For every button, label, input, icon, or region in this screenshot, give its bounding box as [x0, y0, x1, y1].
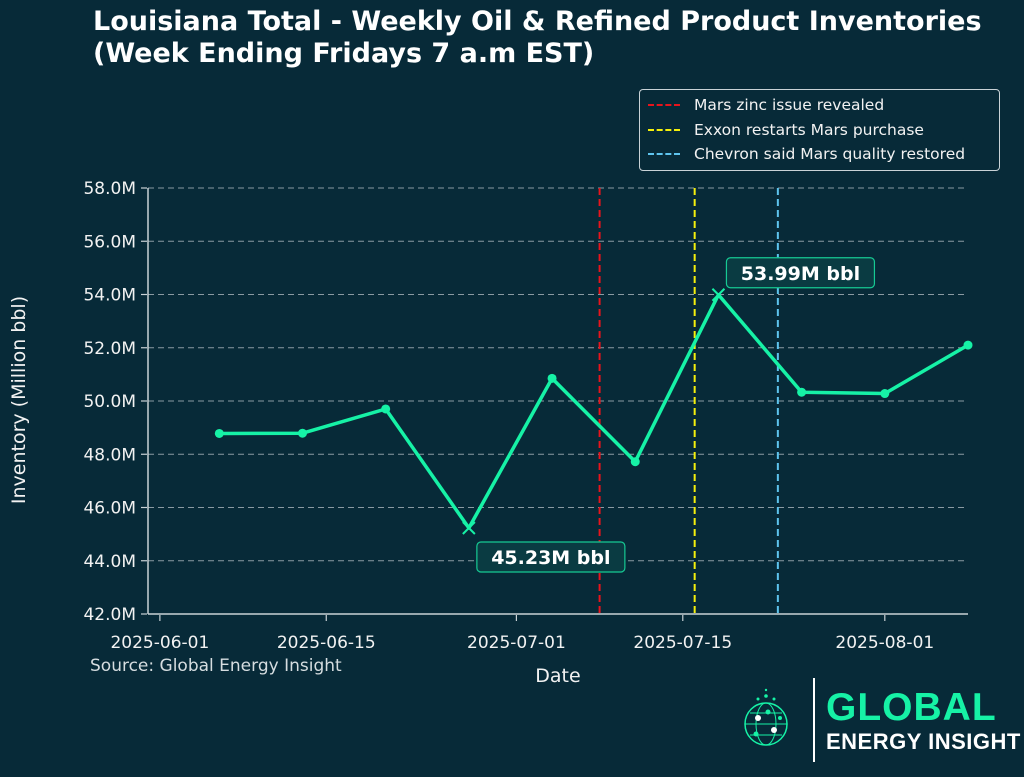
y-tick-label: 58.0M — [83, 179, 136, 199]
extreme-marker — [462, 521, 476, 535]
legend-label: Mars zinc issue revealed — [694, 96, 885, 115]
legend-swatch-blue — [648, 153, 680, 156]
y-tick-label: 48.0M — [83, 445, 136, 465]
legend-item: Mars zinc issue revealed — [648, 93, 999, 118]
y-tick-label: 44.0M — [83, 552, 136, 572]
series-line — [219, 293, 969, 530]
y-axis-label: Inventory (Million bbl) — [8, 296, 30, 504]
data-point — [963, 340, 973, 350]
y-tick-label: 50.0M — [83, 392, 136, 412]
annotation-label: 45.23M bbl — [491, 547, 610, 569]
data-point — [880, 389, 890, 399]
data-point — [381, 404, 391, 414]
legend-swatch-red — [648, 104, 680, 107]
y-tick-label: 46.0M — [83, 499, 136, 519]
x-axis-label: Date — [535, 665, 580, 687]
logo-text-energy-insight: ENERGY INSIGHT — [826, 729, 1021, 754]
y-tick-label: 42.0M — [83, 605, 136, 625]
x-tick-label: 2025-06-15 — [277, 633, 376, 653]
annotation-label: 53.99M bbl — [741, 263, 860, 285]
extreme-marker — [711, 288, 726, 302]
data-point — [214, 428, 224, 438]
y-tick-label: 56.0M — [83, 232, 136, 252]
legend-label: Exxon restarts Mars purchase — [694, 120, 924, 139]
logo-divider — [813, 678, 815, 762]
logo-text-global: GLOBAL — [826, 686, 997, 729]
annotation-box — [725, 257, 876, 289]
globe-network-icon — [744, 688, 788, 746]
chart-title: Louisiana Total - Weekly Oil & Refined P… — [93, 6, 982, 69]
x-tick-label: 2025-07-01 — [467, 633, 566, 653]
legend-swatch-yellow — [648, 128, 680, 131]
legend-item: Chevron said Mars quality restored — [648, 142, 999, 167]
data-point — [630, 457, 640, 467]
data-point — [797, 387, 807, 397]
source-note: Source: Global Energy Insight — [90, 656, 342, 676]
y-tick-label: 54.0M — [83, 286, 136, 306]
y-tick-label: 52.0M — [83, 339, 136, 359]
legend-item: Exxon restarts Mars purchase — [648, 118, 999, 143]
data-point — [547, 373, 557, 383]
data-point — [297, 428, 307, 438]
x-tick-label: 2025-08-01 — [835, 633, 934, 653]
annotation-box — [476, 541, 626, 573]
chart-legend: Mars zinc issue revealed Exxon restarts … — [639, 89, 1000, 171]
legend-label: Chevron said Mars quality restored — [694, 145, 966, 164]
x-tick-label: 2025-06-01 — [110, 633, 209, 653]
x-tick-label: 2025-07-15 — [633, 633, 732, 653]
